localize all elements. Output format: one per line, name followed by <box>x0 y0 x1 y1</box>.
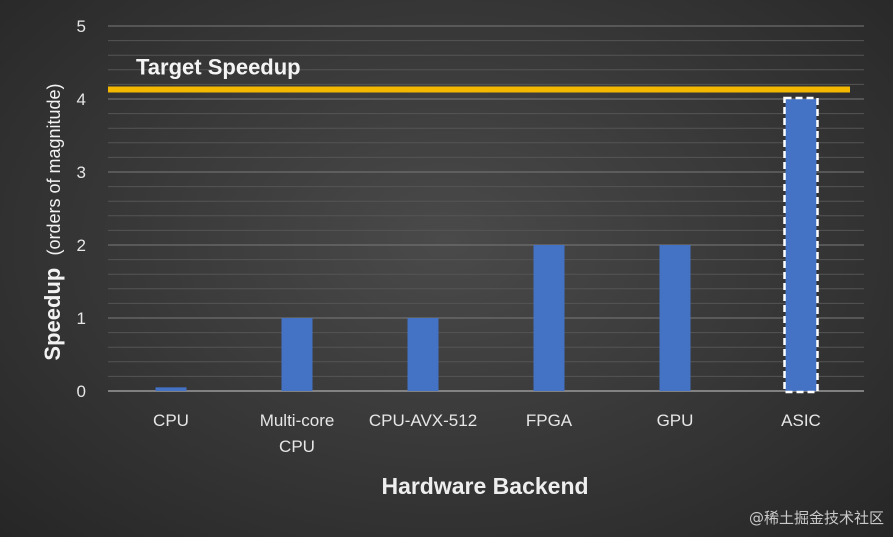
x-tick-label: CPU <box>153 411 189 430</box>
bar-cpu-avx-512 <box>407 318 439 391</box>
grid-lines <box>108 25 864 392</box>
x-tick-label: FPGA <box>526 411 573 430</box>
target-speedup-label: Target Speedup <box>136 55 301 80</box>
bar-fpga <box>533 245 565 391</box>
x-axis-label: Hardware Backend <box>381 473 588 499</box>
highlight-outline <box>783 96 819 394</box>
y-axis-label-sub: (orders of magnitude) <box>44 83 64 255</box>
y-tick-label: 5 <box>77 17 86 36</box>
x-tick-label: GPU <box>657 411 694 430</box>
x-tick-label: CPU-AVX-512 <box>369 411 477 430</box>
y-tick-labels: 0 1 2 3 4 5 <box>77 17 86 401</box>
watermark-text: @稀土掘金技术社区 <box>749 509 884 527</box>
x-tick-label: ASIC <box>781 411 821 430</box>
bar-gpu <box>659 245 691 391</box>
x-tick-labels: CPU Multi-core CPU CPU-AVX-512 FPGA GPU ASIC <box>153 411 821 456</box>
y-tick-label: 0 <box>77 382 86 401</box>
y-tick-label: 2 <box>77 236 86 255</box>
y-tick-label: 1 <box>77 309 86 328</box>
bars <box>155 96 819 394</box>
bar-multi-core-cpu <box>281 318 313 391</box>
x-tick-label: Multi-core CPU <box>260 411 335 456</box>
y-tick-label: 3 <box>77 163 86 182</box>
y-axis-label: Speedup (orders of magnitude) <box>40 83 65 360</box>
y-axis-label-main: Speedup <box>40 268 65 361</box>
y-tick-label: 4 <box>77 90 86 109</box>
target-line-group: Target Speedup <box>108 55 850 93</box>
bar-asic <box>785 99 817 391</box>
bar-cpu <box>155 387 187 391</box>
